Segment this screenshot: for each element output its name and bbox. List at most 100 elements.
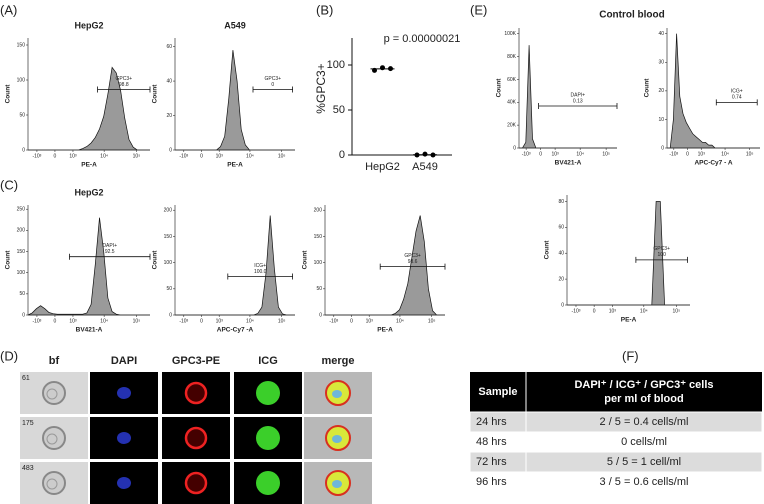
column-header: DAPI (111, 355, 137, 367)
x-tick-label: 10⁴ (576, 151, 584, 157)
y-tick-label: 80K (507, 54, 517, 60)
gate-value: 98.6 (408, 259, 418, 265)
x-tick-label: 10³ (216, 153, 224, 159)
histogram-area (667, 33, 760, 149)
x-axis-label: APC-Cy7 - A (694, 160, 732, 167)
y-tick-label: 50 (19, 112, 25, 118)
x-tick-label: -10³ (572, 308, 581, 314)
y-tick-label: 40 (658, 31, 664, 37)
y-tick-label: 60 (558, 225, 564, 231)
gate (379, 263, 446, 270)
y-axis-label: Count (152, 84, 159, 104)
cell-shape (46, 388, 58, 400)
x-tick-label: 0 (200, 318, 203, 324)
x-tick-label: 10³ (69, 318, 77, 324)
plot-title: HepG2 (74, 187, 103, 197)
gate-name: DAPI+ (571, 92, 586, 98)
axis-frame (27, 205, 150, 316)
x-tick-label: 10⁵ (602, 151, 610, 157)
plot-title: HepG2 (74, 20, 103, 30)
histogram-area (175, 215, 295, 316)
y-tick-label: 100 (164, 260, 173, 266)
cell-shape (184, 426, 208, 450)
row-label: 175 (22, 420, 34, 427)
y-tick-label: 100 (327, 59, 345, 71)
x-tick-label: 10³ (698, 151, 706, 157)
cell-shape (42, 426, 66, 450)
x-tick-label: 10⁴ (396, 318, 404, 324)
x-tick-label: 0 (54, 153, 57, 159)
x-tick-label: -10³ (179, 318, 188, 324)
x-tick-label: -10³ (329, 318, 338, 324)
y-tick-label: 10 (658, 117, 664, 123)
gate-name: GPC3+ (404, 253, 421, 259)
panel-label: (C) (0, 177, 18, 192)
table-row (469, 471, 763, 493)
y-tick-label: 20 (658, 88, 664, 94)
cell-shape (332, 480, 342, 488)
cell-shape (117, 432, 131, 444)
panel-label: (A) (0, 2, 17, 17)
cell-shape (184, 471, 208, 495)
histogram-area (519, 45, 617, 149)
cell-shape (46, 433, 58, 445)
x-axis-label: PE-A (621, 317, 637, 324)
y-axis-label: Count (5, 84, 12, 104)
x-axis-label: PE-A (81, 162, 97, 169)
x-tick-label: 0 (539, 151, 542, 157)
gate-value: 100 (658, 252, 667, 258)
y-axis-label: Count (152, 250, 159, 270)
table-cell: 24 hrs (476, 416, 507, 428)
y-tick-label: 60K (507, 77, 517, 83)
y-axis-label: Count (5, 250, 12, 270)
table-cell: 0 cells/ml (621, 436, 667, 448)
row-label: 483 (22, 465, 34, 472)
x-tick-label: 10⁴ (721, 151, 729, 157)
x-tick-label: 10⁵ (278, 153, 286, 159)
point (372, 67, 377, 73)
x-tick-label: 10⁴ (246, 153, 254, 159)
column-header: GPC3-PE (172, 355, 220, 367)
y-tick-label: 0 (169, 312, 172, 318)
x-tick-label: 0 (350, 318, 353, 324)
y-tick-label: 50 (333, 104, 345, 116)
cell-shape (332, 390, 342, 398)
x-tick-label: 10³ (609, 308, 617, 314)
x-tick-label: 10⁵ (673, 308, 681, 314)
table-cell: 5 / 5 = 1 cell/ml (607, 456, 681, 468)
cell-shape (117, 477, 131, 489)
x-tick-label: 10³ (366, 318, 374, 324)
y-axis-label: Count (544, 240, 551, 260)
table-header-cell: DAPI⁺ / ICG⁺ / GPC3⁺ cells (574, 379, 713, 391)
y-tick-label: 0 (513, 145, 516, 151)
y-tick-label: 200 (17, 228, 26, 234)
x-tick-label: 10³ (551, 151, 559, 157)
y-tick-label: 250 (17, 207, 26, 213)
y-tick-label: 150 (314, 234, 323, 240)
y-tick-label: 0 (561, 302, 564, 308)
y-tick-label: 100 (17, 77, 26, 83)
cell-shape (256, 426, 280, 450)
figure-title: Control blood (599, 10, 665, 21)
y-tick-label: 60 (166, 44, 172, 50)
column-header: bf (49, 355, 60, 367)
gate-name: GPC3+ (653, 246, 670, 252)
histogram-area (27, 217, 150, 316)
x-tick-label: 10⁵ (746, 151, 754, 157)
y-tick-label: 100 (17, 270, 26, 276)
y-tick-label: 100K (504, 31, 516, 37)
gate-value: 98.8 (119, 82, 129, 88)
y-tick-label: 40K (507, 100, 517, 106)
x-tick-label: 10³ (216, 318, 224, 324)
gate-name: ICG+ (254, 263, 266, 269)
gate-name: ICG+ (731, 89, 743, 95)
axis-frame (27, 38, 150, 151)
y-tick-label: 50 (19, 291, 25, 297)
y-tick-label: 0 (339, 149, 345, 161)
y-tick-label: 150 (17, 249, 26, 255)
histogram-area (175, 50, 295, 151)
x-tick-label: -10³ (32, 153, 41, 159)
y-tick-label: 0 (169, 147, 172, 153)
histogram-area (325, 215, 445, 316)
